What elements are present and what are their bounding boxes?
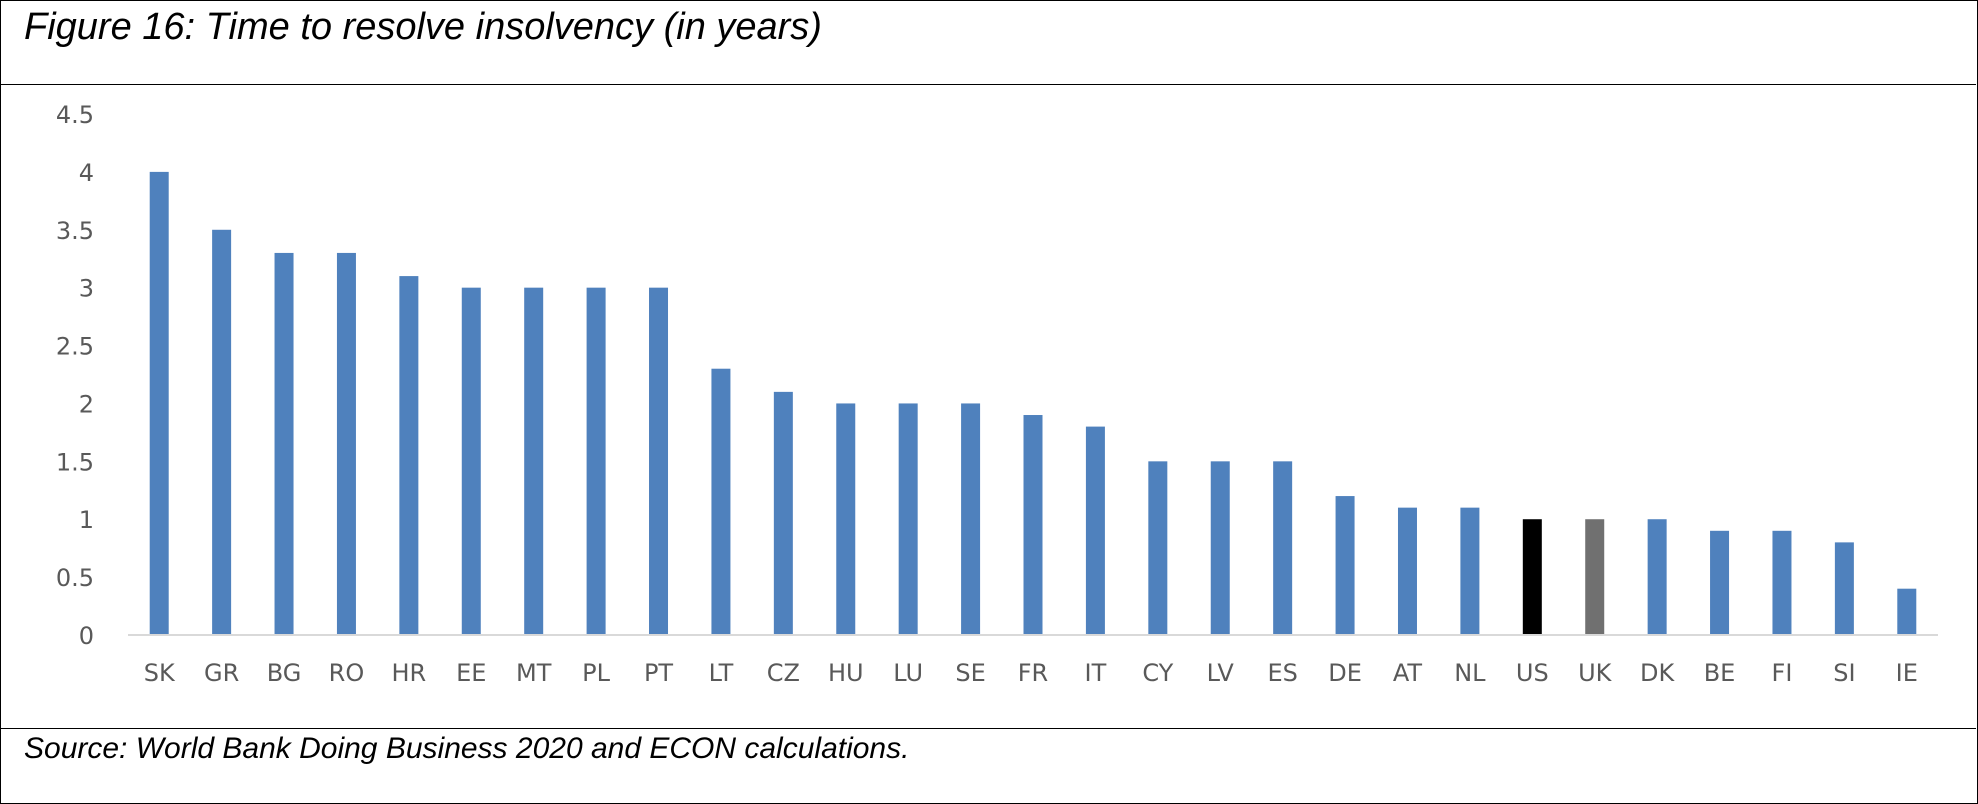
x-axis: SK GR BG RO HR EE MT PL PT LT CZ HU LU SE FR IT CY LV ES DE…: [144, 659, 1918, 687]
figure-title: Figure 16: Time to resolve insolvency (i…: [24, 6, 822, 48]
y-tick-label: 3: [79, 275, 94, 303]
x-tick-label: BG: [267, 659, 302, 687]
x-tick-label: CY: [1142, 659, 1173, 687]
x-tick-label: LT: [709, 659, 734, 687]
bar-be: [1710, 530, 1730, 635]
bar-uk: [1585, 519, 1605, 635]
x-tick-label: SI: [1833, 659, 1855, 687]
bar-fr: [1023, 415, 1043, 635]
x-tick-label: SK: [144, 659, 176, 687]
x-tick-label: LU: [893, 659, 923, 687]
bar-chart: 0 0.5 1 1.5 2 2.5 3 3.5 4 4.5 SK GR BG RO HR EE MT PL PT L…: [56, 101, 1938, 687]
x-tick-label: DE: [1328, 659, 1362, 687]
y-tick-label: 3.5: [56, 217, 94, 245]
bars: [149, 171, 1917, 635]
x-tick-label: IE: [1896, 659, 1918, 687]
bar-pt: [649, 287, 669, 635]
x-tick-label: DK: [1640, 659, 1675, 687]
bar-nl: [1460, 507, 1480, 635]
x-tick-label: SE: [955, 659, 985, 687]
bar-ro: [336, 252, 356, 635]
bar-lv: [1210, 461, 1230, 635]
bar-it: [1085, 426, 1105, 635]
x-tick-label: RO: [329, 659, 365, 687]
footer-divider: [0, 728, 1976, 729]
y-tick-label: 2: [79, 390, 94, 418]
x-tick-label: IT: [1085, 659, 1107, 687]
source-note: Source: World Bank Doing Business 2020 a…: [24, 732, 910, 765]
x-tick-label: PT: [644, 659, 673, 687]
x-tick-label: ES: [1267, 659, 1297, 687]
x-tick-label: LV: [1207, 659, 1235, 687]
bar-cy: [1148, 461, 1168, 635]
bar-hr: [399, 276, 419, 635]
bar-ee: [461, 287, 481, 635]
y-tick-label: 4.5: [56, 101, 94, 129]
bar-at: [1397, 507, 1417, 635]
bar-se: [961, 403, 981, 635]
bar-es: [1273, 461, 1293, 635]
y-tick-label: 2.5: [56, 333, 94, 361]
x-tick-label: UK: [1578, 659, 1613, 687]
y-tick-label: 1.5: [56, 448, 94, 476]
x-tick-label: PL: [582, 659, 610, 687]
x-tick-label: HU: [828, 659, 864, 687]
x-tick-label: FR: [1018, 659, 1048, 687]
x-tick-label: MT: [516, 659, 552, 687]
y-tick-label: 1: [79, 506, 94, 534]
bar-de: [1335, 496, 1355, 635]
bar-lt: [711, 368, 731, 635]
figure-header: Figure 16: Time to resolve insolvency (i…: [0, 0, 1976, 85]
x-tick-label: EE: [456, 659, 486, 687]
bar-fi: [1772, 530, 1792, 635]
x-tick-label: NL: [1454, 659, 1486, 687]
y-tick-label: 0: [79, 622, 94, 650]
bar-cz: [773, 391, 793, 635]
bar-pl: [586, 287, 606, 635]
x-tick-label: AT: [1393, 659, 1423, 687]
x-tick-label: CZ: [767, 659, 800, 687]
x-tick-label: FI: [1772, 659, 1793, 687]
bar-si: [1834, 542, 1854, 635]
x-tick-label: GR: [204, 659, 239, 687]
x-tick-label: BE: [1704, 659, 1736, 687]
y-tick-label: 4: [79, 159, 94, 187]
bar-gr: [212, 229, 232, 635]
bar-hu: [836, 403, 856, 635]
bar-us: [1522, 519, 1542, 635]
y-axis: 0 0.5 1 1.5 2 2.5 3 3.5 4 4.5: [56, 101, 94, 650]
y-tick-label: 0.5: [56, 564, 94, 592]
bar-ie: [1897, 588, 1917, 635]
bar-bg: [274, 252, 294, 635]
bar-lu: [898, 403, 918, 635]
x-tick-label: US: [1516, 659, 1549, 687]
bar-dk: [1647, 519, 1667, 635]
bar-sk: [149, 171, 169, 635]
bar-mt: [524, 287, 544, 635]
x-tick-label: HR: [391, 659, 426, 687]
